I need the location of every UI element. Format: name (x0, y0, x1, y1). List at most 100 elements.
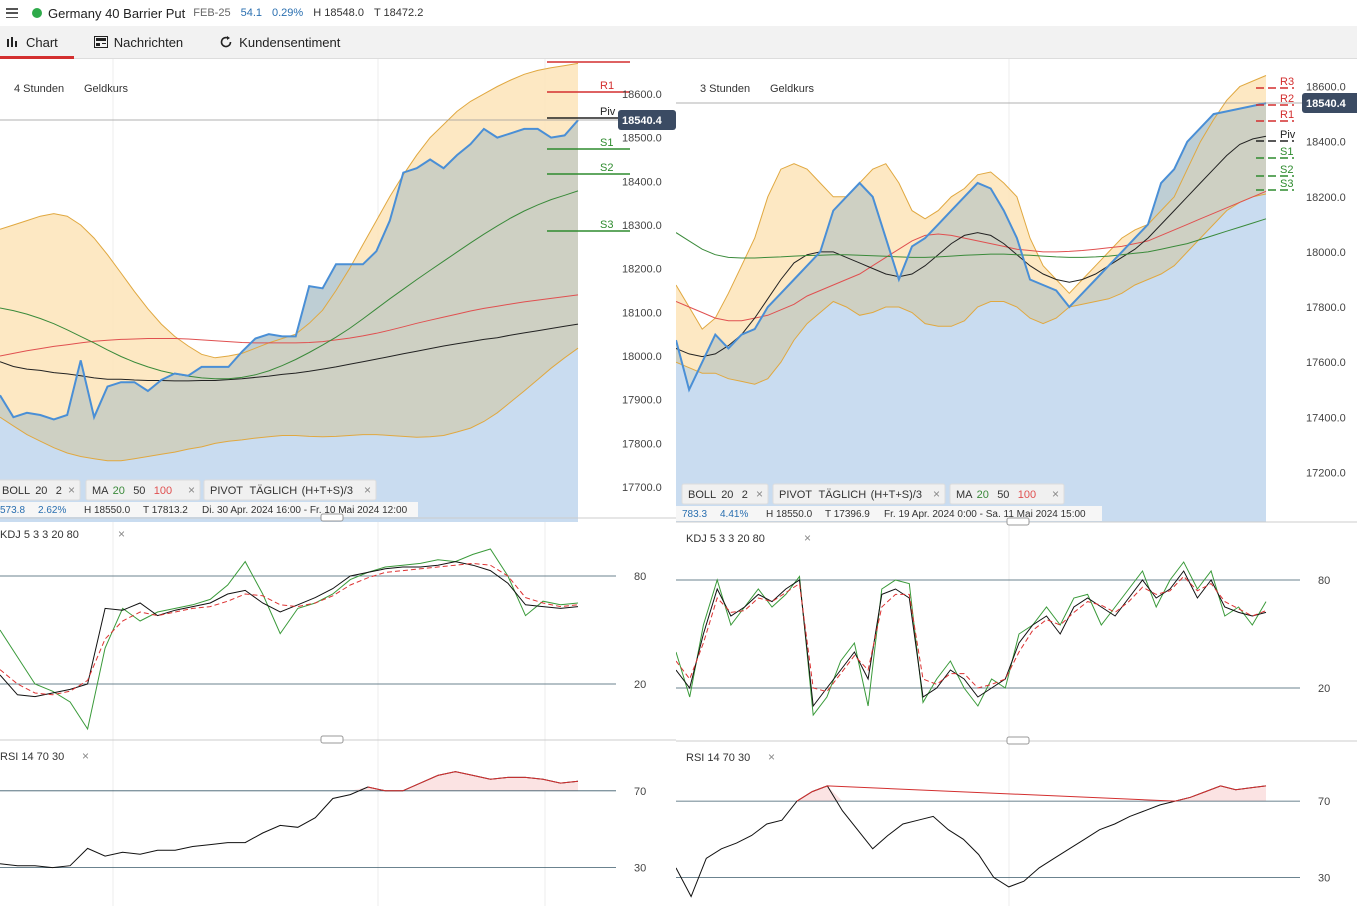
price-change-pct: 0.29% (272, 7, 304, 19)
price-line (0, 119, 579, 421)
y-axis-tick: 17200.0 (1306, 467, 1346, 479)
indicator-chip-pivot (772, 483, 946, 505)
ma20-line (676, 218, 1267, 259)
menu-icon[interactable] (6, 8, 18, 18)
y-axis-tick: 17800.0 (622, 438, 662, 450)
rsi-level-label: 30 (1318, 872, 1330, 884)
tab-bar: Chart Nachrichten Kundensentiment (0, 26, 1357, 59)
y-axis-tick: 17800.0 (1306, 302, 1346, 314)
ma20-line (0, 190, 579, 380)
close-icon: × (364, 483, 371, 497)
tab-sentiment-label: Kundensentiment (239, 34, 341, 50)
range-high: H 18550.0 (766, 509, 813, 520)
day-high: H 18548.0 (313, 7, 364, 19)
close-icon: × (118, 527, 125, 541)
y-axis-tick: 18000.0 (1306, 247, 1346, 259)
pivot-label-s1: S1 (1280, 146, 1293, 158)
range-pct: 2.62% (38, 505, 66, 516)
tab-news-label: Nachrichten (113, 34, 184, 50)
range-points: 573.8 (0, 505, 25, 516)
pivot-label-s3: S3 (1280, 178, 1293, 190)
indicator-chip-text: BOLL (688, 489, 716, 501)
indicator-chip-text: 50 (997, 489, 1009, 501)
pivot-label-r1: R1 (600, 80, 614, 92)
info-strip (676, 506, 1102, 521)
range-low: T 17813.2 (143, 505, 188, 516)
rsi-label: RSI 14 70 30 (686, 752, 750, 764)
y-axis-tick: 18600.0 (622, 89, 662, 101)
indicator-chip-text: TÄGLICH (250, 485, 298, 497)
band-overlap-fill (676, 103, 1266, 390)
pivot-label-piv: Piv (600, 106, 616, 118)
tab-chart-label: Chart (26, 34, 58, 50)
rsi-overbought-line (796, 785, 1267, 802)
price-type-label: Geldkurs (84, 83, 129, 95)
timeframe-label: 4 Stunden (14, 83, 64, 95)
close-icon: × (768, 750, 775, 764)
pivot-label-r3: R3 (1280, 76, 1294, 88)
indicator-chip-text: 20 (113, 485, 125, 497)
band-overlap-fill (0, 120, 578, 461)
indicator-chip-boll (0, 479, 81, 501)
indicator-chip-text: 100 (154, 485, 172, 497)
indicator-chip-text: 50 (133, 485, 145, 497)
pivot-label-s3: S3 (600, 219, 613, 231)
top-bar: Germany 40 Barrier Put FEB-25 54.1 0.29%… (0, 0, 1357, 26)
indicator-chip-text: (H+T+S)/3 (871, 489, 922, 501)
y-axis-tick: 17600.0 (1306, 357, 1346, 369)
rsi-overbought-line (367, 771, 579, 792)
y-axis-tick: 18300.0 (622, 220, 662, 232)
kdj-label: KDJ 5 3 3 20 80 (0, 529, 79, 541)
pivot-label-r2: R2 (600, 59, 614, 62)
close-icon: × (82, 749, 89, 763)
pivot-label-piv: Piv (1280, 129, 1296, 141)
pivot-label-s2: S2 (1280, 164, 1293, 176)
indicator-chip-ma (949, 483, 1065, 505)
rsi-label: RSI 14 70 30 (0, 751, 64, 763)
rsi-overbought-fill (0, 771, 578, 791)
range-dates: Di. 30 Apr. 2024 16:00 - Fr. 10 Mai 2024… (202, 505, 408, 516)
rsi-level-label: 70 (634, 786, 646, 798)
kdj-j-line (676, 561, 1267, 717)
kdj-level-label: 20 (634, 679, 646, 691)
indicator-chip-text: (H+T+S)/3 (302, 485, 353, 497)
close-icon: × (1052, 487, 1059, 501)
instrument-name: Germany 40 Barrier Put (48, 5, 186, 21)
bollinger-lower (0, 347, 579, 462)
current-price-value: 18540.4 (1306, 98, 1347, 110)
instrument-code: FEB-25 (193, 7, 231, 19)
pivot-label-s1: S1 (600, 137, 613, 149)
pane-resize-handle (320, 735, 344, 744)
rsi-overbought-fill (676, 785, 1266, 802)
y-axis-tick: 18400.0 (1306, 137, 1346, 149)
kdj-k-line (676, 570, 1267, 708)
tab-news[interactable]: Nachrichten (88, 26, 199, 58)
range-points: 783.3 (682, 509, 707, 520)
y-axis-tick: 18200.0 (622, 264, 662, 276)
pane-resize-handle (1006, 517, 1030, 526)
indicator-chip-text: MA (956, 489, 973, 501)
range-pct: 4.41% (720, 509, 748, 520)
price-change: 54.1 (240, 7, 262, 19)
left-chart-panel[interactable]: R2 R1 Piv S1 S2 S3 18600.0 18500.0 18400.0 18300.… (0, 59, 676, 906)
current-price-badge (1302, 92, 1357, 113)
range-dates: Fr. 19 Apr. 2024 0:00 - Sa. 11 Mai 2024 … (884, 509, 1086, 520)
close-icon: × (188, 483, 195, 497)
indicator-chip-text: PIVOT (210, 485, 243, 497)
kdj-j-line (0, 548, 579, 731)
indicator-chip-text: TÄGLICH (819, 489, 867, 501)
close-icon: × (804, 531, 811, 545)
kdj-k-line (0, 561, 579, 698)
tab-chart[interactable]: Chart (0, 26, 74, 59)
pivot-label-r2: R2 (1280, 93, 1294, 105)
indicator-chip-text: PIVOT (779, 489, 812, 501)
refresh-icon (220, 36, 232, 48)
right-chart-panel[interactable]: R3 R2 R1 Piv S1 S2 S3 18600.0 18400.0 18200.0 1800… (676, 59, 1357, 906)
kdj-label: KDJ 5 3 3 20 80 (686, 533, 765, 545)
ma50-line (0, 323, 579, 382)
indicator-chip-text: 100 (1018, 489, 1036, 501)
pane-resize-handle (1006, 736, 1030, 745)
tab-sentiment[interactable]: Kundensentiment (213, 26, 356, 58)
indicator-chip-text: MA (92, 485, 109, 497)
close-icon: × (68, 483, 75, 497)
